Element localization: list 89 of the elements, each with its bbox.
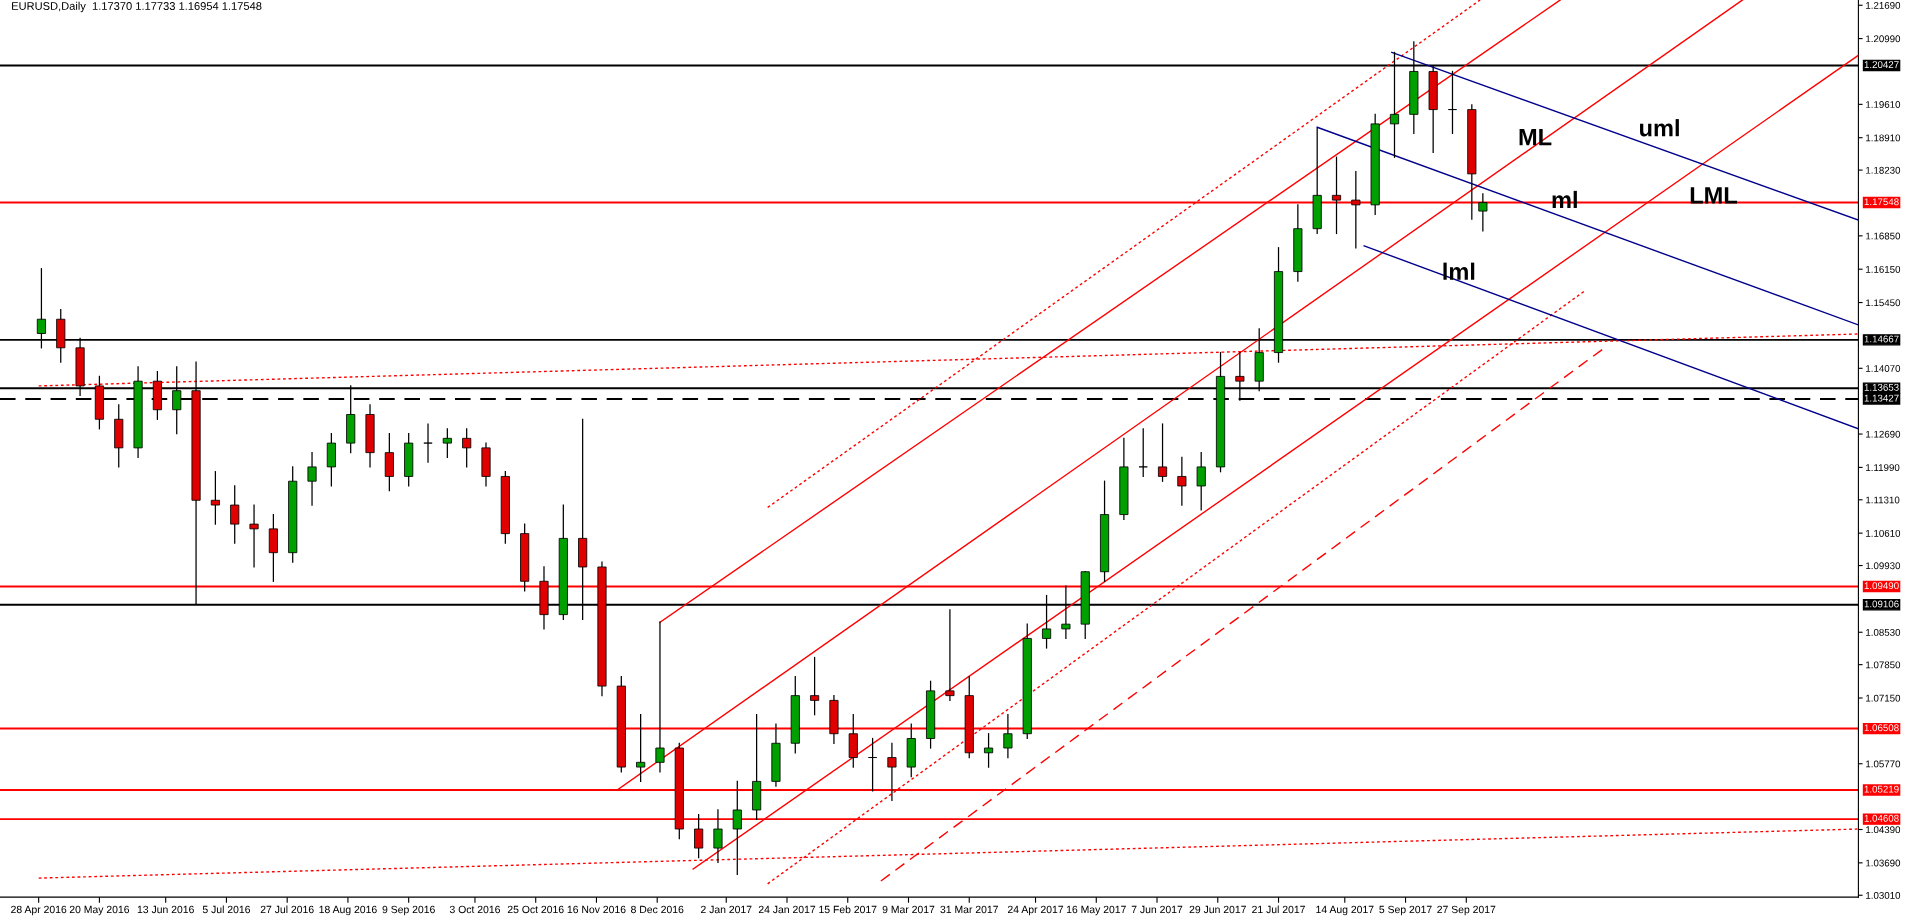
ref-line-label: 1.13653 [1864, 383, 1899, 391]
candlestick [1003, 714, 1013, 759]
candlestick [249, 504, 259, 568]
ref-line-label: 1.13427 [1864, 394, 1899, 402]
candlestick [945, 609, 955, 702]
candlestick [694, 814, 704, 859]
y-tick-label: 1.16150 [1866, 265, 1901, 273]
ref-line-label: 1.05219 [1864, 785, 1899, 793]
candlestick [984, 733, 994, 768]
x-tick-label: 18 Aug 2016 [319, 905, 377, 916]
annotation: LML [1690, 187, 1737, 204]
candlestick [1351, 170, 1361, 249]
x-tick-label: 28 Apr 2016 [11, 905, 67, 916]
candlestick [868, 737, 878, 792]
x-tick-label: 14 Aug 2017 [1316, 905, 1374, 916]
y-tick-label: 1.05770 [1866, 760, 1901, 768]
y-tick-label: 1.18230 [1866, 166, 1901, 174]
candlestick [1447, 70, 1458, 135]
x-tick-label: 16 May 2017 [1066, 905, 1126, 916]
x-tick-label: 8 Dec 2016 [631, 905, 684, 914]
y-tick-label: 1.11310 [1866, 496, 1900, 504]
candlestick [384, 432, 394, 492]
y-tick-label: 1.04390 [1866, 826, 1901, 834]
y-tick-label: 1.11990 [1866, 464, 1900, 472]
candlestick [655, 621, 665, 773]
y-tick-label: 1.07850 [1866, 661, 1901, 669]
candlestick [1177, 456, 1187, 506]
candlestick [636, 714, 646, 783]
x-tick-label: 9 Mar 2017 [882, 905, 935, 914]
y-tick-label: 1.14070 [1866, 365, 1901, 372]
y-tick-label: 1.21690 [1866, 1, 1901, 9]
ref-line-label: 1.14667 [1864, 335, 1899, 343]
y-tick-label: 1.09930 [1866, 562, 1901, 570]
candlestick [887, 742, 897, 802]
candlestick [732, 780, 742, 875]
y-tick-label: 1.18910 [1866, 134, 1901, 142]
x-tick-label: 24 Jan 2017 [758, 905, 816, 914]
candlestick [810, 656, 820, 716]
ref-line-label: 1.17548 [1864, 198, 1899, 206]
candlestick [1157, 423, 1168, 482]
ref-line-label: 1.20427 [1864, 61, 1899, 69]
x-tick-label: 5 Jul 2016 [202, 905, 251, 914]
x-tick-label: 9 Sep 2016 [382, 905, 435, 916]
y-tick-label: 1.19610 [1866, 101, 1901, 108]
candlestick [1138, 428, 1148, 478]
ref-line-label: 1.06508 [1864, 724, 1899, 732]
x-tick-label: 16 Nov 2016 [567, 905, 626, 914]
x-tick-label: 13 Jun 2016 [137, 905, 194, 914]
y-tick-label: 1.03690 [1866, 859, 1901, 867]
ref-line-label: 1.09106 [1864, 600, 1899, 608]
x-tick-label: 3 Oct 2016 [449, 905, 500, 914]
y-tick-label: 1.08530 [1866, 628, 1901, 636]
x-tick-label: 27 Sep 2017 [1437, 905, 1496, 916]
x-tick-label: 2 Jan 2017 [701, 905, 752, 914]
candlestick [462, 428, 472, 468]
candlestick [1196, 452, 1206, 511]
y-tick-label: 1.20990 [1866, 35, 1901, 43]
y-tick-label: 1.15450 [1866, 299, 1901, 307]
candlestick [307, 452, 317, 506]
candlestick [210, 471, 220, 525]
x-tick-label: 15 Feb 2017 [819, 905, 877, 914]
annotation: uml [1640, 119, 1679, 137]
ref-line-label: 1.09490 [1864, 582, 1899, 590]
y-tick-label: 1.16850 [1866, 232, 1901, 240]
candlestick [268, 513, 278, 582]
candlestick [713, 809, 723, 864]
x-tick-label: 21 Jul 2017 [1252, 905, 1305, 914]
candlestick [230, 485, 240, 544]
y-tick-label: 1.07150 [1866, 694, 1901, 702]
candlestick [442, 428, 452, 459]
chart-title: EURUSD,Daily 1.17370 1.17733 1.16954 1.17548 [12, 1, 262, 13]
x-tick-label: 25 Oct 2016 [507, 905, 564, 914]
y-tick-label: 1.03010 [1866, 891, 1901, 899]
candlestick [848, 714, 858, 768]
candlestick [1478, 193, 1488, 232]
x-tick-label: 27 Jul 2016 [260, 905, 314, 914]
ref-line-label: 1.04608 [1864, 814, 1899, 822]
x-tick-label: 20 May 2016 [69, 905, 130, 916]
x-tick-label: 31 Mar 2017 [940, 905, 998, 914]
y-tick-label: 1.12690 [1866, 430, 1901, 438]
x-tick-label: 29 Jun 2017 [1189, 905, 1246, 914]
annotation: lml [1443, 262, 1475, 280]
x-tick-label: 24 Apr 2017 [1007, 905, 1064, 916]
x-tick-label: 5 Sep 2017 [1379, 905, 1432, 916]
x-tick-label: 7 Jun 2017 [1131, 905, 1183, 914]
y-tick-label: 1.10610 [1866, 529, 1901, 537]
candlestick [326, 432, 336, 487]
candlestick [1331, 156, 1342, 235]
candlestick [423, 423, 433, 463]
